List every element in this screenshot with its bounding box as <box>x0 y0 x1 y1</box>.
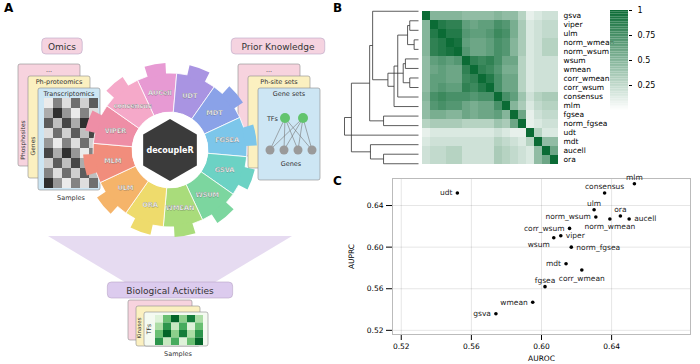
svg-text:TFs: TFs <box>145 324 152 335</box>
html-text:C: C <box>333 174 342 188</box>
svg-text:norm_wsum: norm_wsum <box>564 47 609 56</box>
svg-text:0.56: 0.56 <box>463 342 480 351</box>
svg-text:udt: udt <box>564 128 577 137</box>
svg-text:corr_wsum: corr_wsum <box>564 83 605 92</box>
svg-text:0.52: 0.52 <box>393 342 410 351</box>
svg-text:gsva: gsva <box>564 11 582 20</box>
svg-text:FGSEA: FGSEA <box>215 136 239 144</box>
svg-text:ora: ora <box>564 155 576 164</box>
svg-text:Ph-proteomics: Ph-proteomics <box>36 78 83 86</box>
svg-text:Phosphosites: Phosphosites <box>19 120 27 159</box>
svg-text:corr_wsum: corr_wsum <box>524 224 565 233</box>
svg-text:MLM: MLM <box>104 157 121 165</box>
svg-text:0.64: 0.64 <box>367 201 384 210</box>
svg-text:GSVA: GSVA <box>215 166 235 174</box>
svg-text:...: ... <box>266 66 272 74</box>
svg-text:MDT: MDT <box>206 109 223 117</box>
svg-text:Transcriptomics: Transcriptomics <box>43 90 96 98</box>
svg-text:UDT: UDT <box>182 92 198 100</box>
svg-text:mdt: mdt <box>546 259 561 268</box>
svg-text:0.52: 0.52 <box>367 326 384 335</box>
svg-text:viper: viper <box>566 231 586 240</box>
svg-text:ORA: ORA <box>142 201 158 209</box>
svg-text:consensus: consensus <box>114 102 152 110</box>
html-text:A: A <box>4 1 14 15</box>
svg-text:Genes: Genes <box>29 137 36 156</box>
svg-text:0.75: 0.75 <box>638 31 656 40</box>
svg-text:wsum: wsum <box>528 240 550 249</box>
svg-text:AUCell: AUCell <box>148 89 172 97</box>
svg-text:decoupleR: decoupleR <box>146 146 193 155</box>
svg-text:0.56: 0.56 <box>367 284 384 293</box>
svg-text:VIPER: VIPER <box>105 127 127 135</box>
svg-text:wmean: wmean <box>564 65 592 74</box>
svg-text:Genes: Genes <box>281 160 302 168</box>
svg-text:norm_wmean: norm_wmean <box>564 38 615 47</box>
svg-text:norm_fgsea: norm_fgsea <box>564 119 608 128</box>
svg-text:AUROC: AUROC <box>528 354 555 363</box>
svg-text:Omics: Omics <box>48 42 76 52</box>
svg-text:ora: ora <box>614 205 626 214</box>
svg-text:mlm: mlm <box>626 173 643 182</box>
svg-text:0.60: 0.60 <box>367 243 384 252</box>
svg-text:0.60: 0.60 <box>533 342 550 351</box>
svg-text:ulm: ulm <box>564 29 578 38</box>
svg-text:fgsea: fgsea <box>564 110 585 119</box>
svg-text:Biological Activities: Biological Activities <box>126 286 214 296</box>
svg-text:aucell: aucell <box>634 214 656 223</box>
svg-text:1: 1 <box>638 6 643 15</box>
svg-text:norm_fgsea: norm_fgsea <box>576 243 620 252</box>
svg-text:wsum: wsum <box>564 56 586 65</box>
svg-text:udt: udt <box>440 188 453 197</box>
svg-text:consensus: consensus <box>585 182 624 191</box>
svg-text:Prior Knowledge: Prior Knowledge <box>241 42 314 52</box>
svg-text:ulm: ulm <box>587 199 601 208</box>
svg-text:0.64: 0.64 <box>603 342 620 351</box>
svg-text:wmean: wmean <box>500 298 528 307</box>
svg-text:Kinases: Kinases <box>136 317 142 338</box>
svg-text:gsva: gsva <box>473 309 491 318</box>
html-text:B: B <box>333 1 343 15</box>
svg-text:0.5: 0.5 <box>638 56 651 65</box>
svg-text:fgsea: fgsea <box>535 276 556 285</box>
svg-text:Gene sets: Gene sets <box>273 90 306 98</box>
svg-text:norm_wsum: norm_wsum <box>545 212 590 221</box>
svg-text:corr_wmean: corr_wmean <box>559 274 605 283</box>
svg-text:WSUM: WSUM <box>195 191 219 199</box>
svg-text:WMEAN: WMEAN <box>166 204 195 212</box>
svg-text:consensus: consensus <box>564 92 603 101</box>
svg-text:ULM: ULM <box>118 184 134 192</box>
svg-text:viper: viper <box>564 20 584 29</box>
svg-text:aucell: aucell <box>564 146 586 155</box>
svg-text:mlm: mlm <box>564 101 581 110</box>
svg-text:Ph-site sets: Ph-site sets <box>260 78 298 86</box>
svg-text:Samples: Samples <box>164 350 192 358</box>
svg-text:TFs: TFs <box>266 115 279 123</box>
svg-text:norm_wmean: norm_wmean <box>584 222 635 231</box>
svg-text:corr_wmean: corr_wmean <box>564 74 610 83</box>
svg-text:mdt: mdt <box>564 137 579 146</box>
svg-text:AUPRC: AUPRC <box>347 244 356 269</box>
svg-text:...: ... <box>46 66 52 74</box>
svg-text:Samples: Samples <box>57 194 85 202</box>
svg-text:0.25: 0.25 <box>638 81 656 90</box>
